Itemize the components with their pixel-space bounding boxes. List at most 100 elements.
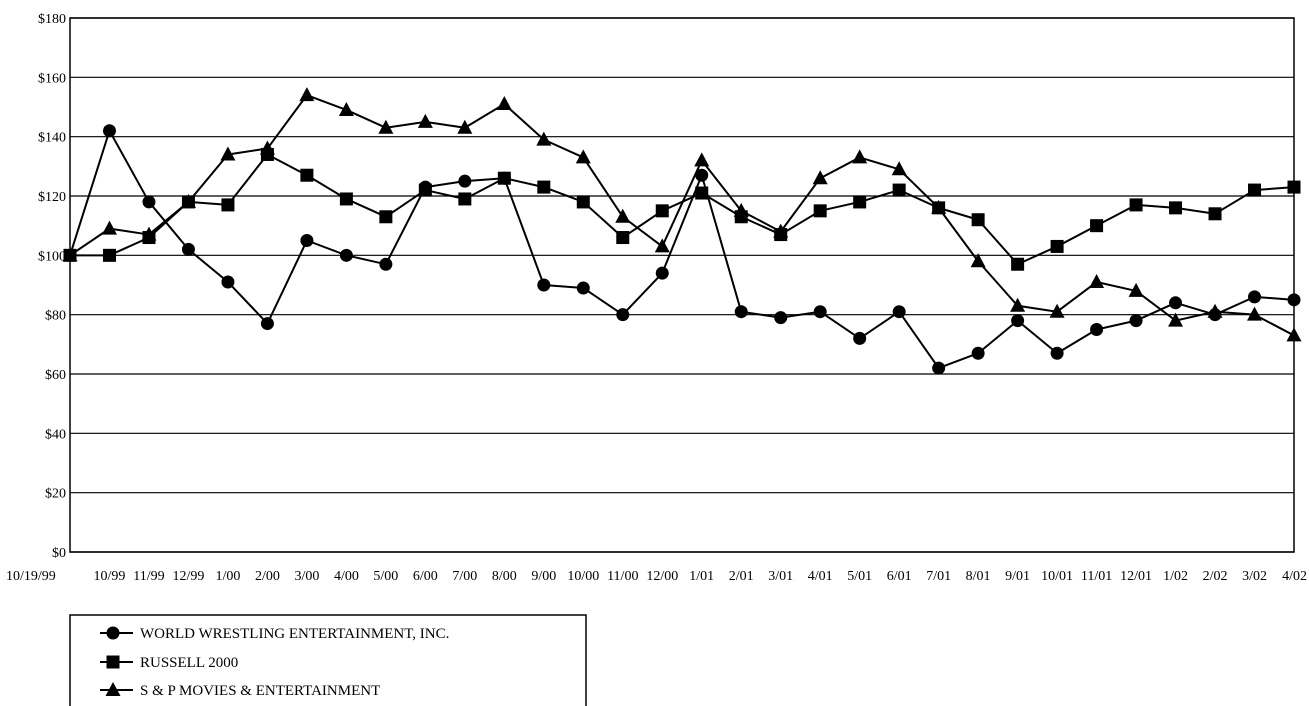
data-point <box>260 317 274 331</box>
data-point <box>773 223 789 238</box>
data-point <box>102 124 116 138</box>
y-tick-label: $140 <box>38 131 66 146</box>
legend: WORLD WRESTLING ENTERTAINMENT, INC. RUSSE… <box>69 614 587 706</box>
data-point <box>892 183 906 197</box>
y-tick-label: $40 <box>45 427 66 442</box>
x-tick-label: 9/01 <box>1005 569 1030 584</box>
data-point <box>1050 346 1064 360</box>
data-point <box>812 170 828 185</box>
data-point <box>180 193 196 208</box>
data-point <box>852 149 868 164</box>
data-point <box>457 119 473 134</box>
x-tick-label: 10/00 <box>567 569 599 584</box>
data-point <box>616 231 630 245</box>
x-tick-label: 1/02 <box>1163 569 1188 584</box>
data-point <box>655 266 669 280</box>
x-tick-label: 5/01 <box>847 569 872 584</box>
x-tick-label: 2/01 <box>729 569 754 584</box>
plot-frame <box>69 17 1295 553</box>
data-point <box>259 140 275 155</box>
data-point <box>1169 201 1183 215</box>
data-point <box>971 346 985 360</box>
legend-item: WORLD WRESTLING ENTERTAINMENT, INC. <box>100 626 449 642</box>
data-point <box>1208 207 1222 221</box>
x-tick-label: 12/00 <box>646 569 678 584</box>
x-tick-label: 4/02 <box>1282 569 1307 584</box>
legend-item: RUSSELL 2000 <box>100 655 238 671</box>
x-tick-label: 5/00 <box>373 569 398 584</box>
y-tick-labels: $0 $20 $40 $60 $80 $100 $120 $140 $160 $180 <box>38 12 66 561</box>
data-point <box>299 87 315 102</box>
data-point <box>1050 239 1064 253</box>
data-point <box>1248 183 1262 197</box>
legend-label: RUSSELL 2000 <box>140 655 238 671</box>
data-point <box>891 161 907 176</box>
x-tick-label: 1/01 <box>689 569 714 584</box>
data-point <box>616 308 630 322</box>
data-point <box>695 186 709 200</box>
data-point <box>379 210 393 224</box>
data-point <box>1129 198 1143 212</box>
data-point <box>221 275 235 289</box>
data-point <box>141 226 157 241</box>
x-tick-label: 6/00 <box>413 569 438 584</box>
legend-label: S & P MOVIES & ENTERTAINMENT <box>140 683 380 699</box>
data-point <box>931 199 947 214</box>
series-line <box>70 153 1295 266</box>
y-tick-label: $180 <box>38 12 66 27</box>
data-point <box>1090 323 1104 336</box>
data-point <box>1169 296 1183 310</box>
x-tick-label: 10/01 <box>1041 569 1073 584</box>
x-tick-label: 11/01 <box>1081 569 1112 584</box>
data-point <box>615 208 631 223</box>
data-point <box>813 204 827 218</box>
data-point <box>102 248 116 262</box>
data-point <box>853 195 867 209</box>
legend-label: WORLD WRESTLING ENTERTAINMENT, INC. <box>140 626 449 642</box>
data-point <box>1168 312 1184 327</box>
series-triangle <box>62 87 1302 342</box>
x-tick-label: 7/01 <box>926 569 951 584</box>
x-tick-label: 8/00 <box>492 569 517 584</box>
series-lines <box>62 87 1302 375</box>
x-tick-label: 9/00 <box>531 569 556 584</box>
data-point <box>1011 257 1025 271</box>
data-point <box>1247 306 1263 321</box>
legend-marker-square <box>106 655 120 669</box>
x-tick-label: 8/01 <box>966 569 991 584</box>
data-point <box>1248 290 1262 304</box>
data-point <box>655 204 669 218</box>
series-line <box>69 94 1295 337</box>
data-point <box>338 101 354 116</box>
data-point <box>1089 274 1105 289</box>
data-point <box>1287 293 1301 307</box>
y-tick-label: $160 <box>38 71 66 86</box>
legend-marker-triangle <box>105 682 121 696</box>
x-tick-label: 10/19/99 <box>6 569 56 584</box>
x-tick-label: 3/02 <box>1242 569 1267 584</box>
data-point <box>1287 180 1301 194</box>
x-tick-label: 3/00 <box>294 569 319 584</box>
x-tick-label: 7/00 <box>452 569 477 584</box>
data-point <box>181 242 195 256</box>
legend-marker-circle <box>106 626 120 640</box>
data-point <box>575 149 591 164</box>
data-point <box>1049 303 1065 318</box>
data-point <box>970 253 986 268</box>
data-point <box>418 183 432 197</box>
y-tick-label: $100 <box>38 249 66 264</box>
data-point <box>339 192 353 206</box>
y-tick-label: $80 <box>45 309 66 324</box>
x-tick-label: 3/01 <box>768 569 793 584</box>
y-tick-label: $120 <box>38 190 66 205</box>
data-point <box>339 248 353 262</box>
data-point <box>695 168 709 182</box>
series-circle <box>63 124 1301 375</box>
y-tick-label: $60 <box>45 368 66 383</box>
data-point <box>379 257 393 271</box>
x-tick-label: 2/00 <box>255 569 280 584</box>
data-point <box>813 305 827 319</box>
data-point <box>62 247 78 262</box>
data-point <box>932 361 946 375</box>
